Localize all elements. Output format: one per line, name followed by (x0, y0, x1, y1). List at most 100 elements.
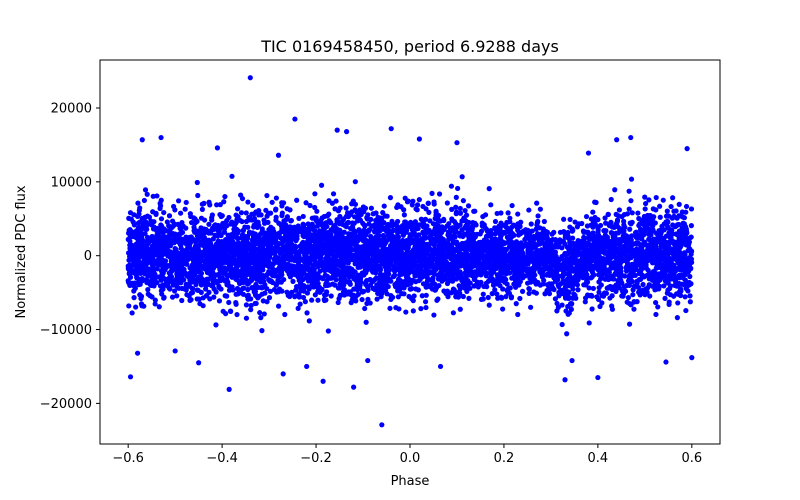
data-point (428, 282, 434, 288)
data-point (266, 268, 272, 275)
data-point (624, 211, 631, 217)
data-point (603, 290, 610, 296)
data-point (552, 296, 559, 302)
data-point (657, 214, 663, 220)
data-point (492, 218, 499, 225)
data-point (280, 200, 287, 206)
data-point (189, 289, 196, 296)
data-point (602, 215, 608, 221)
data-point (256, 208, 262, 214)
data-point (311, 269, 317, 275)
data-point (131, 288, 137, 294)
data-point (411, 293, 417, 299)
data-point (401, 243, 407, 249)
data-point (172, 288, 178, 294)
data-point (344, 257, 350, 264)
data-point (178, 230, 184, 236)
data-point (449, 278, 456, 284)
data-point (187, 297, 193, 303)
data-point (565, 295, 571, 301)
data-point (238, 290, 244, 296)
data-point (229, 173, 235, 179)
data-point (669, 247, 675, 253)
data-point (484, 233, 490, 239)
data-point (486, 302, 492, 308)
data-point (297, 301, 303, 307)
data-point (178, 226, 184, 232)
data-point (565, 260, 571, 266)
data-point (312, 204, 318, 211)
data-point (425, 200, 431, 206)
data-point (630, 292, 636, 298)
data-point (206, 199, 212, 205)
data-point (687, 293, 693, 299)
data-point (682, 282, 688, 288)
data-point (614, 217, 621, 223)
data-point (525, 227, 531, 233)
data-point (427, 218, 433, 224)
data-point (687, 273, 693, 280)
data-point (267, 288, 274, 294)
data-point (642, 206, 648, 212)
data-point (361, 263, 367, 269)
data-point (301, 233, 307, 240)
data-point (565, 233, 571, 239)
data-point (647, 293, 653, 299)
data-point (280, 220, 287, 226)
data-point (361, 288, 367, 294)
data-point (395, 218, 401, 225)
data-point (677, 288, 684, 294)
data-point (210, 236, 216, 242)
data-point (364, 215, 370, 221)
data-point (595, 217, 601, 223)
data-point (592, 199, 598, 205)
data-point (574, 224, 580, 230)
data-point (332, 282, 338, 288)
data-point (387, 266, 393, 273)
data-point (674, 315, 680, 321)
data-point (307, 202, 313, 209)
data-point (598, 245, 605, 252)
data-point (325, 328, 331, 334)
data-point (460, 293, 466, 300)
data-point (388, 296, 394, 302)
data-point (266, 232, 272, 238)
data-point (466, 231, 473, 237)
data-point (513, 301, 519, 307)
data-point (201, 227, 207, 233)
data-point (646, 226, 652, 232)
data-point (533, 290, 539, 296)
data-point (590, 209, 596, 215)
data-point (455, 185, 461, 192)
data-point (158, 216, 165, 222)
data-point (650, 236, 657, 242)
data-point (335, 299, 341, 306)
data-point (559, 321, 565, 328)
data-point (640, 281, 646, 288)
data-point (466, 237, 472, 244)
data-point (652, 270, 659, 276)
data-point (194, 179, 200, 186)
data-point (248, 296, 254, 302)
data-points (125, 75, 695, 428)
data-point (140, 220, 146, 226)
data-point (629, 219, 635, 225)
data-point (315, 272, 321, 278)
data-point (433, 256, 440, 262)
data-point (133, 304, 139, 310)
data-point (169, 279, 175, 285)
data-point (276, 234, 283, 240)
data-point (423, 304, 429, 311)
data-point (169, 294, 176, 300)
data-point (211, 286, 217, 292)
data-point (179, 297, 185, 304)
data-point (305, 221, 311, 227)
data-point (403, 309, 409, 315)
data-point (608, 196, 614, 203)
data-point (507, 219, 513, 225)
data-point (233, 299, 239, 306)
data-point (129, 310, 135, 316)
data-point (495, 274, 501, 280)
data-point (490, 239, 496, 246)
data-point (475, 279, 481, 285)
